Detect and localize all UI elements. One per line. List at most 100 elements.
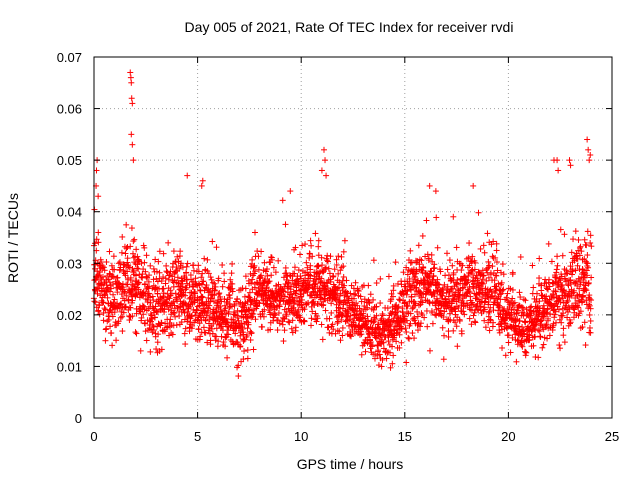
data-point bbox=[107, 323, 114, 330]
data-point bbox=[500, 271, 507, 278]
data-point bbox=[362, 348, 369, 355]
data-point bbox=[322, 283, 329, 290]
data-point bbox=[195, 268, 202, 275]
x-axis-ticks: 0 5 10 15 20 25 bbox=[90, 57, 619, 444]
data-point bbox=[103, 325, 110, 332]
data-point bbox=[146, 272, 153, 279]
data-point bbox=[245, 306, 252, 313]
data-point bbox=[183, 284, 190, 291]
y-tick-label: 0.06 bbox=[57, 102, 82, 117]
data-point bbox=[245, 293, 252, 300]
data-point bbox=[215, 338, 222, 345]
data-point bbox=[252, 316, 259, 323]
data-point bbox=[169, 331, 176, 338]
data-point bbox=[92, 287, 99, 294]
data-point bbox=[538, 321, 545, 328]
data-point-spike bbox=[587, 151, 594, 158]
data-point bbox=[480, 242, 487, 249]
data-point bbox=[403, 329, 410, 336]
data-point bbox=[118, 291, 125, 298]
data-point bbox=[154, 290, 161, 297]
data-point bbox=[121, 288, 128, 295]
data-point bbox=[517, 253, 524, 260]
data-point bbox=[301, 306, 308, 313]
data-point bbox=[341, 237, 348, 244]
data-point bbox=[553, 266, 560, 273]
data-point bbox=[286, 272, 293, 279]
data-point bbox=[572, 228, 579, 235]
data-point bbox=[280, 297, 287, 304]
data-point bbox=[335, 318, 342, 325]
data-point bbox=[124, 244, 131, 251]
data-point bbox=[228, 270, 235, 277]
data-point-spike bbox=[198, 182, 205, 189]
data-point bbox=[264, 272, 271, 279]
y-tick-label: 0.07 bbox=[57, 50, 82, 65]
data-point bbox=[375, 347, 382, 354]
data-point bbox=[155, 331, 162, 338]
data-point bbox=[158, 302, 165, 309]
data-point bbox=[486, 327, 493, 334]
data-point bbox=[255, 299, 262, 306]
data-point bbox=[117, 264, 124, 271]
data-point bbox=[552, 319, 559, 326]
data-point bbox=[218, 298, 225, 305]
data-point bbox=[176, 265, 183, 272]
data-point bbox=[263, 284, 270, 291]
data-point bbox=[129, 313, 136, 320]
data-point bbox=[162, 280, 169, 287]
data-point bbox=[126, 264, 133, 271]
data-point-spike bbox=[128, 95, 135, 102]
data-point bbox=[179, 278, 186, 285]
data-point bbox=[286, 319, 293, 326]
data-point bbox=[216, 290, 223, 297]
data-point bbox=[214, 309, 221, 316]
data-point bbox=[312, 230, 319, 237]
data-point bbox=[143, 252, 150, 259]
data-point bbox=[147, 262, 154, 269]
data-point bbox=[205, 327, 212, 334]
data-point bbox=[260, 313, 267, 320]
data-point bbox=[536, 255, 543, 262]
data-point bbox=[104, 294, 111, 301]
data-point bbox=[297, 275, 304, 282]
data-point bbox=[276, 303, 283, 310]
data-point bbox=[283, 270, 290, 277]
data-point bbox=[96, 302, 103, 309]
data-point bbox=[322, 307, 329, 314]
data-point bbox=[259, 323, 266, 330]
data-point bbox=[167, 268, 174, 275]
data-point bbox=[275, 317, 282, 324]
data-point bbox=[453, 323, 460, 330]
data-point bbox=[138, 260, 145, 267]
data-point bbox=[470, 312, 477, 319]
data-point bbox=[373, 280, 380, 287]
data-point bbox=[192, 289, 199, 296]
data-point bbox=[119, 313, 126, 320]
data-point bbox=[215, 291, 222, 298]
data-point bbox=[235, 317, 242, 324]
data-point bbox=[182, 292, 189, 299]
data-point bbox=[154, 278, 161, 285]
data-point bbox=[264, 266, 271, 273]
data-point bbox=[428, 251, 435, 258]
data-point bbox=[485, 258, 492, 265]
data-point bbox=[313, 318, 320, 325]
data-point bbox=[450, 213, 457, 220]
data-point bbox=[110, 273, 117, 280]
data-point bbox=[94, 273, 101, 280]
data-point bbox=[313, 292, 320, 299]
data-point bbox=[581, 236, 588, 243]
data-point bbox=[100, 317, 107, 324]
data-point bbox=[405, 334, 412, 341]
data-point bbox=[287, 291, 294, 298]
data-point bbox=[249, 256, 256, 263]
data-point-spike bbox=[129, 141, 136, 148]
data-point bbox=[154, 339, 161, 346]
data-point bbox=[138, 274, 145, 281]
data-point bbox=[235, 373, 242, 380]
data-point bbox=[173, 322, 180, 329]
data-point bbox=[146, 283, 153, 290]
data-point bbox=[148, 318, 155, 325]
x-axis-label: GPS time / hours bbox=[297, 456, 404, 472]
